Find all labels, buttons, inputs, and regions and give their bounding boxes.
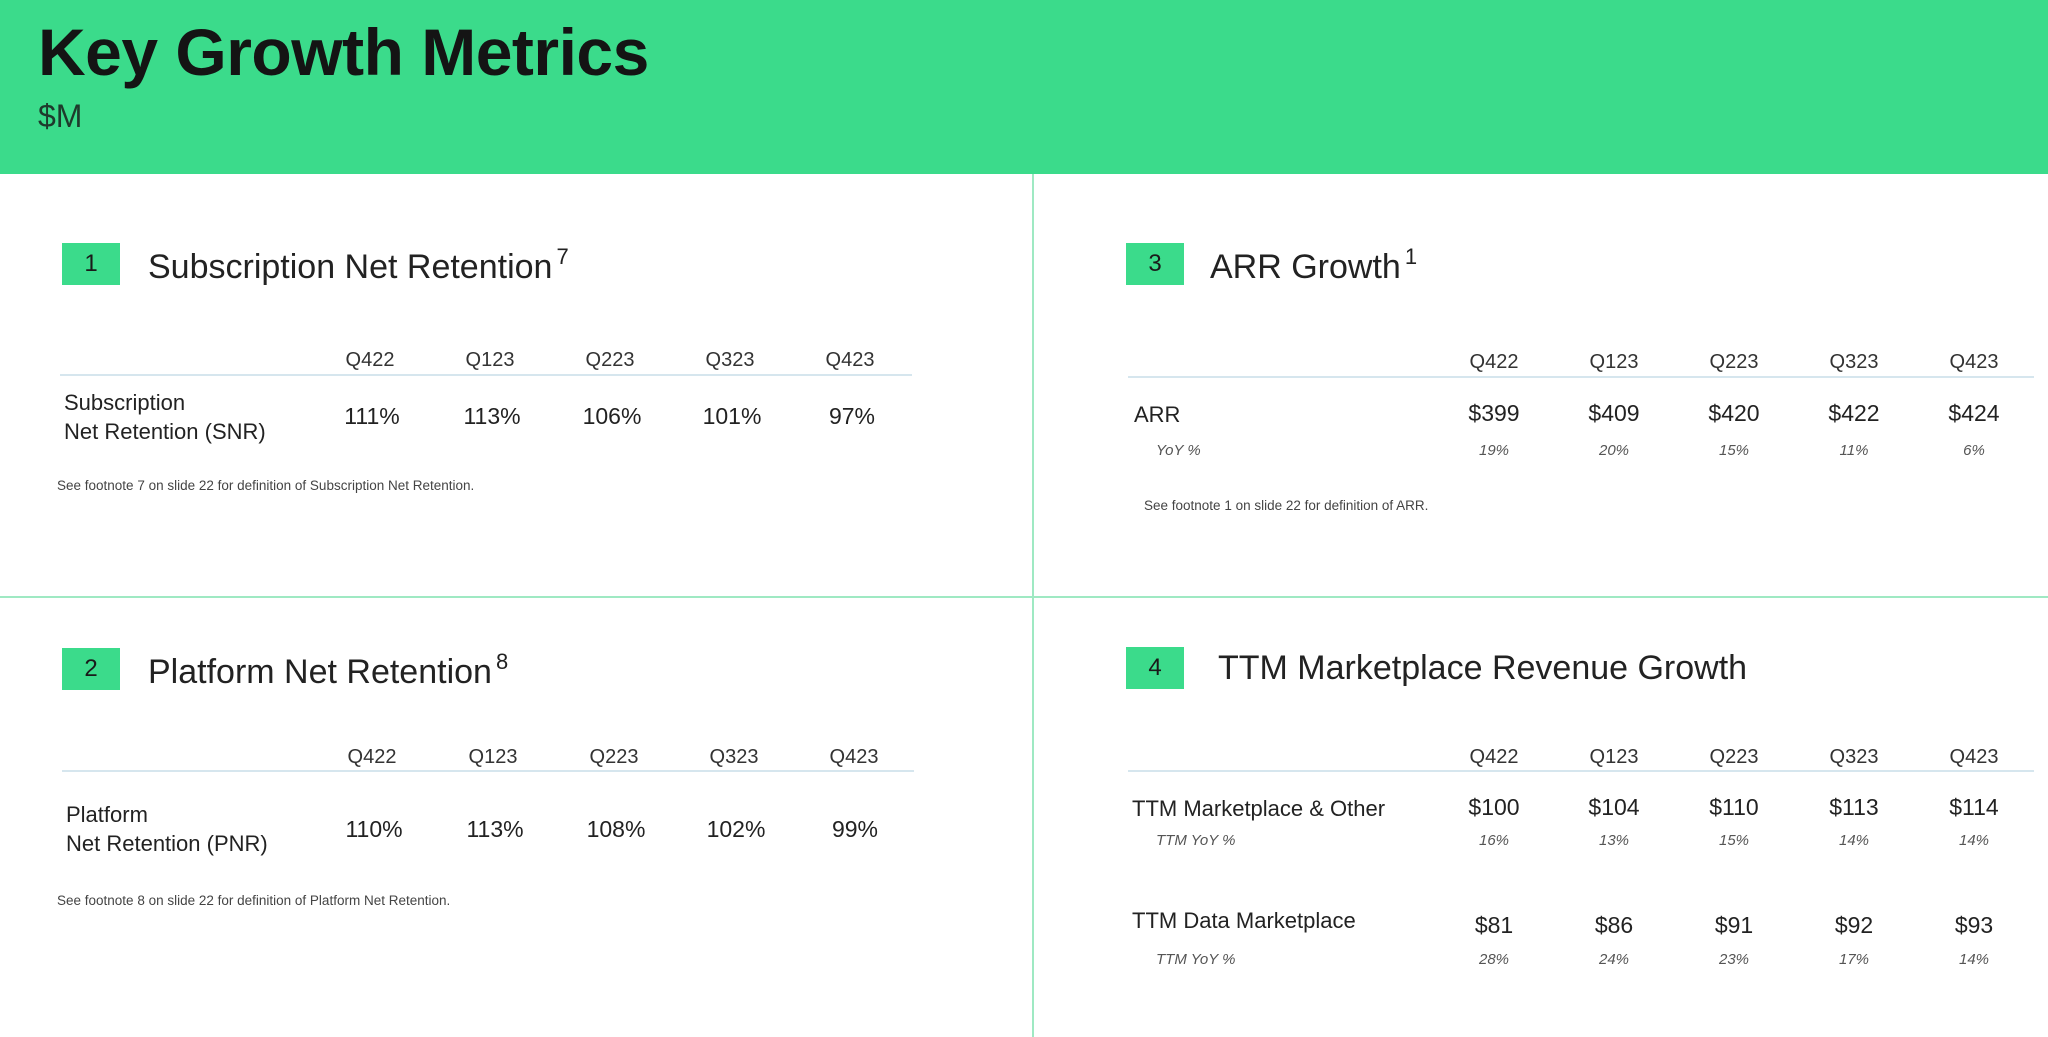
row-label-line: Subscription bbox=[64, 390, 186, 415]
quarter-header: Q123 bbox=[468, 746, 518, 768]
section-4-value: $81 bbox=[1474, 912, 1514, 938]
section-4-yoy: 23% bbox=[1718, 951, 1750, 968]
section-1-value: 101% bbox=[702, 403, 762, 429]
section-4-yoy: 14% bbox=[1958, 832, 1990, 849]
section-4-value: $110 bbox=[1709, 794, 1759, 820]
section-4-yoy: 14% bbox=[1958, 951, 1990, 968]
section-1-badge: 1 bbox=[62, 243, 120, 285]
horizontal-divider bbox=[0, 596, 2048, 598]
section-3-badge: 3 bbox=[1126, 243, 1184, 285]
section-1-title: Subscription Net Retention 7 bbox=[148, 244, 569, 287]
vertical-divider bbox=[1032, 174, 1034, 1037]
section-2-value: 102% bbox=[706, 816, 766, 842]
quarter-header: Q423 bbox=[829, 746, 879, 768]
section-4-sub-label: TTM YoY % bbox=[1156, 951, 1236, 968]
section-4-value: $104 bbox=[1588, 794, 1640, 820]
section-3-header-rule bbox=[1128, 376, 2034, 378]
section-4-title: TTM Marketplace Revenue Growth bbox=[1218, 649, 1748, 687]
section-2-header-rule bbox=[62, 770, 914, 772]
quarter-header: Q422 bbox=[1469, 351, 1519, 373]
quarter-header: Q323 bbox=[1829, 351, 1879, 373]
quarter-header: Q323 bbox=[1829, 746, 1879, 768]
quarter-header: Q223 bbox=[585, 349, 635, 371]
section-2-title-text: Platform Net Retention bbox=[148, 653, 492, 691]
row-label-line: Platform bbox=[66, 802, 148, 827]
quarter-header: Q123 bbox=[1589, 351, 1639, 373]
section-4-row-label: TTM Data Marketplace bbox=[1132, 908, 1356, 933]
section-2-value: 110% bbox=[345, 816, 403, 842]
quarter-header: Q423 bbox=[1949, 746, 1999, 768]
section-3-title: ARR Growth 1 bbox=[1210, 244, 1417, 287]
quarter-header: Q323 bbox=[705, 349, 755, 371]
section-1-value: 97% bbox=[828, 403, 876, 429]
quarter-header: Q223 bbox=[1709, 351, 1759, 373]
section-4-yoy: 14% bbox=[1838, 832, 1870, 849]
section-3-sub-label: YoY % bbox=[1156, 442, 1201, 459]
section-4-yoy: 15% bbox=[1718, 832, 1750, 849]
section-1-value: 106% bbox=[582, 403, 642, 429]
section-4-value: $86 bbox=[1594, 912, 1634, 938]
section-3-title-text: ARR Growth bbox=[1210, 248, 1401, 286]
section-3-footnote-ref: 1 bbox=[1404, 244, 1418, 269]
quarter-header: Q323 bbox=[709, 746, 759, 768]
section-1-value: 111% bbox=[344, 403, 400, 429]
section-4-row-label: TTM Marketplace & Other bbox=[1132, 796, 1386, 821]
section-4-value: $91 bbox=[1714, 912, 1754, 938]
quarter-header: Q223 bbox=[1709, 746, 1759, 768]
section-2-title: Platform Net Retention 8 bbox=[148, 649, 508, 692]
section-4-value: $113 bbox=[1829, 794, 1879, 820]
section-2-row-label: Platform Net Retention (PNR) bbox=[66, 800, 268, 858]
section-4-yoy: 28% bbox=[1478, 951, 1510, 968]
section-3-row-label: ARR bbox=[1134, 402, 1181, 427]
section-2-footnote: See footnote 8 on slide 22 for definitio… bbox=[57, 893, 451, 908]
section-2-badge: 2 bbox=[62, 648, 120, 690]
section-4-value: $114 bbox=[1949, 794, 1999, 820]
section-1-title-text: Subscription Net Retention bbox=[148, 248, 553, 286]
section-1-value: 113% bbox=[463, 403, 521, 429]
section-3-value: $409 bbox=[1588, 400, 1640, 426]
section-3-yoy: 6% bbox=[1963, 442, 1985, 459]
section-4-yoy: 24% bbox=[1598, 951, 1630, 968]
page-subtitle: $M bbox=[38, 98, 83, 134]
section-4-value: $100 bbox=[1468, 794, 1520, 820]
quarter-header: Q123 bbox=[465, 349, 515, 371]
section-2-value: 113% bbox=[466, 816, 524, 842]
section-3-yoy: 15% bbox=[1718, 442, 1750, 459]
section-2-value: 99% bbox=[831, 816, 879, 842]
section-3-yoy: 19% bbox=[1478, 442, 1510, 459]
quarter-header: Q422 bbox=[345, 349, 395, 371]
section-4-header-rule bbox=[1128, 770, 2034, 772]
section-4-badge: 4 bbox=[1126, 647, 1184, 689]
section-1-footnote-ref: 7 bbox=[556, 244, 569, 269]
quarter-header: Q422 bbox=[347, 746, 397, 768]
header-banner: Key Growth Metrics $M bbox=[0, 0, 2048, 174]
section-1-footnote: See footnote 7 on slide 22 for definitio… bbox=[57, 478, 475, 493]
section-3-value: $399 bbox=[1468, 400, 1520, 426]
section-2-footnote-ref: 8 bbox=[495, 649, 509, 674]
section-4-yoy: 13% bbox=[1598, 832, 1630, 849]
section-4-yoy: 16% bbox=[1478, 832, 1510, 849]
section-3-value: $422 bbox=[1828, 400, 1880, 426]
section-1-row-label: Subscription Net Retention (SNR) bbox=[64, 388, 266, 446]
row-label-line: Net Retention (PNR) bbox=[66, 831, 268, 856]
row-label-line: Net Retention (SNR) bbox=[64, 419, 266, 444]
quarter-header: Q423 bbox=[1949, 351, 1999, 373]
quarter-header: Q423 bbox=[825, 349, 875, 371]
section-3-value: $424 bbox=[1948, 400, 2000, 426]
section-3-yoy: 20% bbox=[1598, 442, 1630, 459]
quarter-header: Q123 bbox=[1589, 746, 1639, 768]
page-title: Key Growth Metrics bbox=[38, 15, 649, 89]
section-1-header-rule bbox=[60, 374, 912, 376]
section-2-value: 108% bbox=[586, 816, 646, 842]
section-4-yoy: 17% bbox=[1838, 951, 1870, 968]
section-4-value: $92 bbox=[1834, 912, 1874, 938]
quarter-header: Q422 bbox=[1469, 746, 1519, 768]
section-3-yoy: 11% bbox=[1839, 442, 1869, 459]
section-3-footnote: See footnote 1 on slide 22 for definitio… bbox=[1144, 498, 1429, 513]
section-3-value: $420 bbox=[1708, 400, 1760, 426]
section-4-value: $93 bbox=[1954, 912, 1994, 938]
section-4-sub-label: TTM YoY % bbox=[1156, 832, 1236, 849]
quarter-header: Q223 bbox=[589, 746, 639, 768]
